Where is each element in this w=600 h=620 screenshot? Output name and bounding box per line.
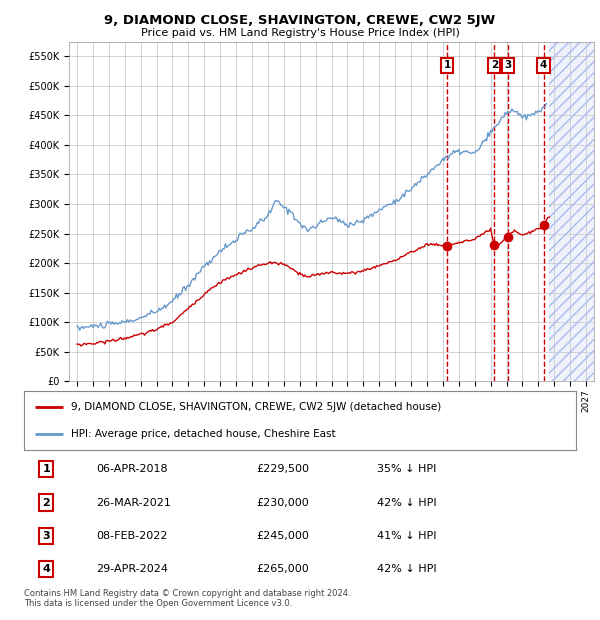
Text: 08-FEB-2022: 08-FEB-2022 bbox=[96, 531, 167, 541]
Text: 42% ↓ HPI: 42% ↓ HPI bbox=[377, 498, 437, 508]
Text: 2: 2 bbox=[42, 498, 50, 508]
Text: £229,500: £229,500 bbox=[256, 464, 309, 474]
Text: £265,000: £265,000 bbox=[256, 564, 308, 574]
Text: 06-APR-2018: 06-APR-2018 bbox=[96, 464, 167, 474]
Text: 2: 2 bbox=[491, 60, 498, 70]
Text: 3: 3 bbox=[505, 60, 512, 70]
Bar bbox=[550, 42, 594, 381]
Text: 9, DIAMOND CLOSE, SHAVINGTON, CREWE, CW2 5JW (detached house): 9, DIAMOND CLOSE, SHAVINGTON, CREWE, CW2… bbox=[71, 402, 441, 412]
Text: 1: 1 bbox=[42, 464, 50, 474]
Text: 35% ↓ HPI: 35% ↓ HPI bbox=[377, 464, 437, 474]
Text: 9, DIAMOND CLOSE, SHAVINGTON, CREWE, CW2 5JW: 9, DIAMOND CLOSE, SHAVINGTON, CREWE, CW2… bbox=[104, 14, 496, 27]
Bar bbox=[550, 42, 594, 381]
Text: 4: 4 bbox=[42, 564, 50, 574]
Text: Contains HM Land Registry data © Crown copyright and database right 2024.
This d: Contains HM Land Registry data © Crown c… bbox=[24, 589, 350, 608]
Text: 3: 3 bbox=[42, 531, 50, 541]
Text: £245,000: £245,000 bbox=[256, 531, 309, 541]
Text: 1: 1 bbox=[443, 60, 451, 70]
Text: 41% ↓ HPI: 41% ↓ HPI bbox=[377, 531, 437, 541]
Text: 4: 4 bbox=[540, 60, 547, 70]
Text: £230,000: £230,000 bbox=[256, 498, 308, 508]
Text: HPI: Average price, detached house, Cheshire East: HPI: Average price, detached house, Ches… bbox=[71, 428, 335, 438]
Text: Price paid vs. HM Land Registry's House Price Index (HPI): Price paid vs. HM Land Registry's House … bbox=[140, 28, 460, 38]
Text: 29-APR-2024: 29-APR-2024 bbox=[96, 564, 168, 574]
Text: 26-MAR-2021: 26-MAR-2021 bbox=[96, 498, 170, 508]
Text: 42% ↓ HPI: 42% ↓ HPI bbox=[377, 564, 437, 574]
